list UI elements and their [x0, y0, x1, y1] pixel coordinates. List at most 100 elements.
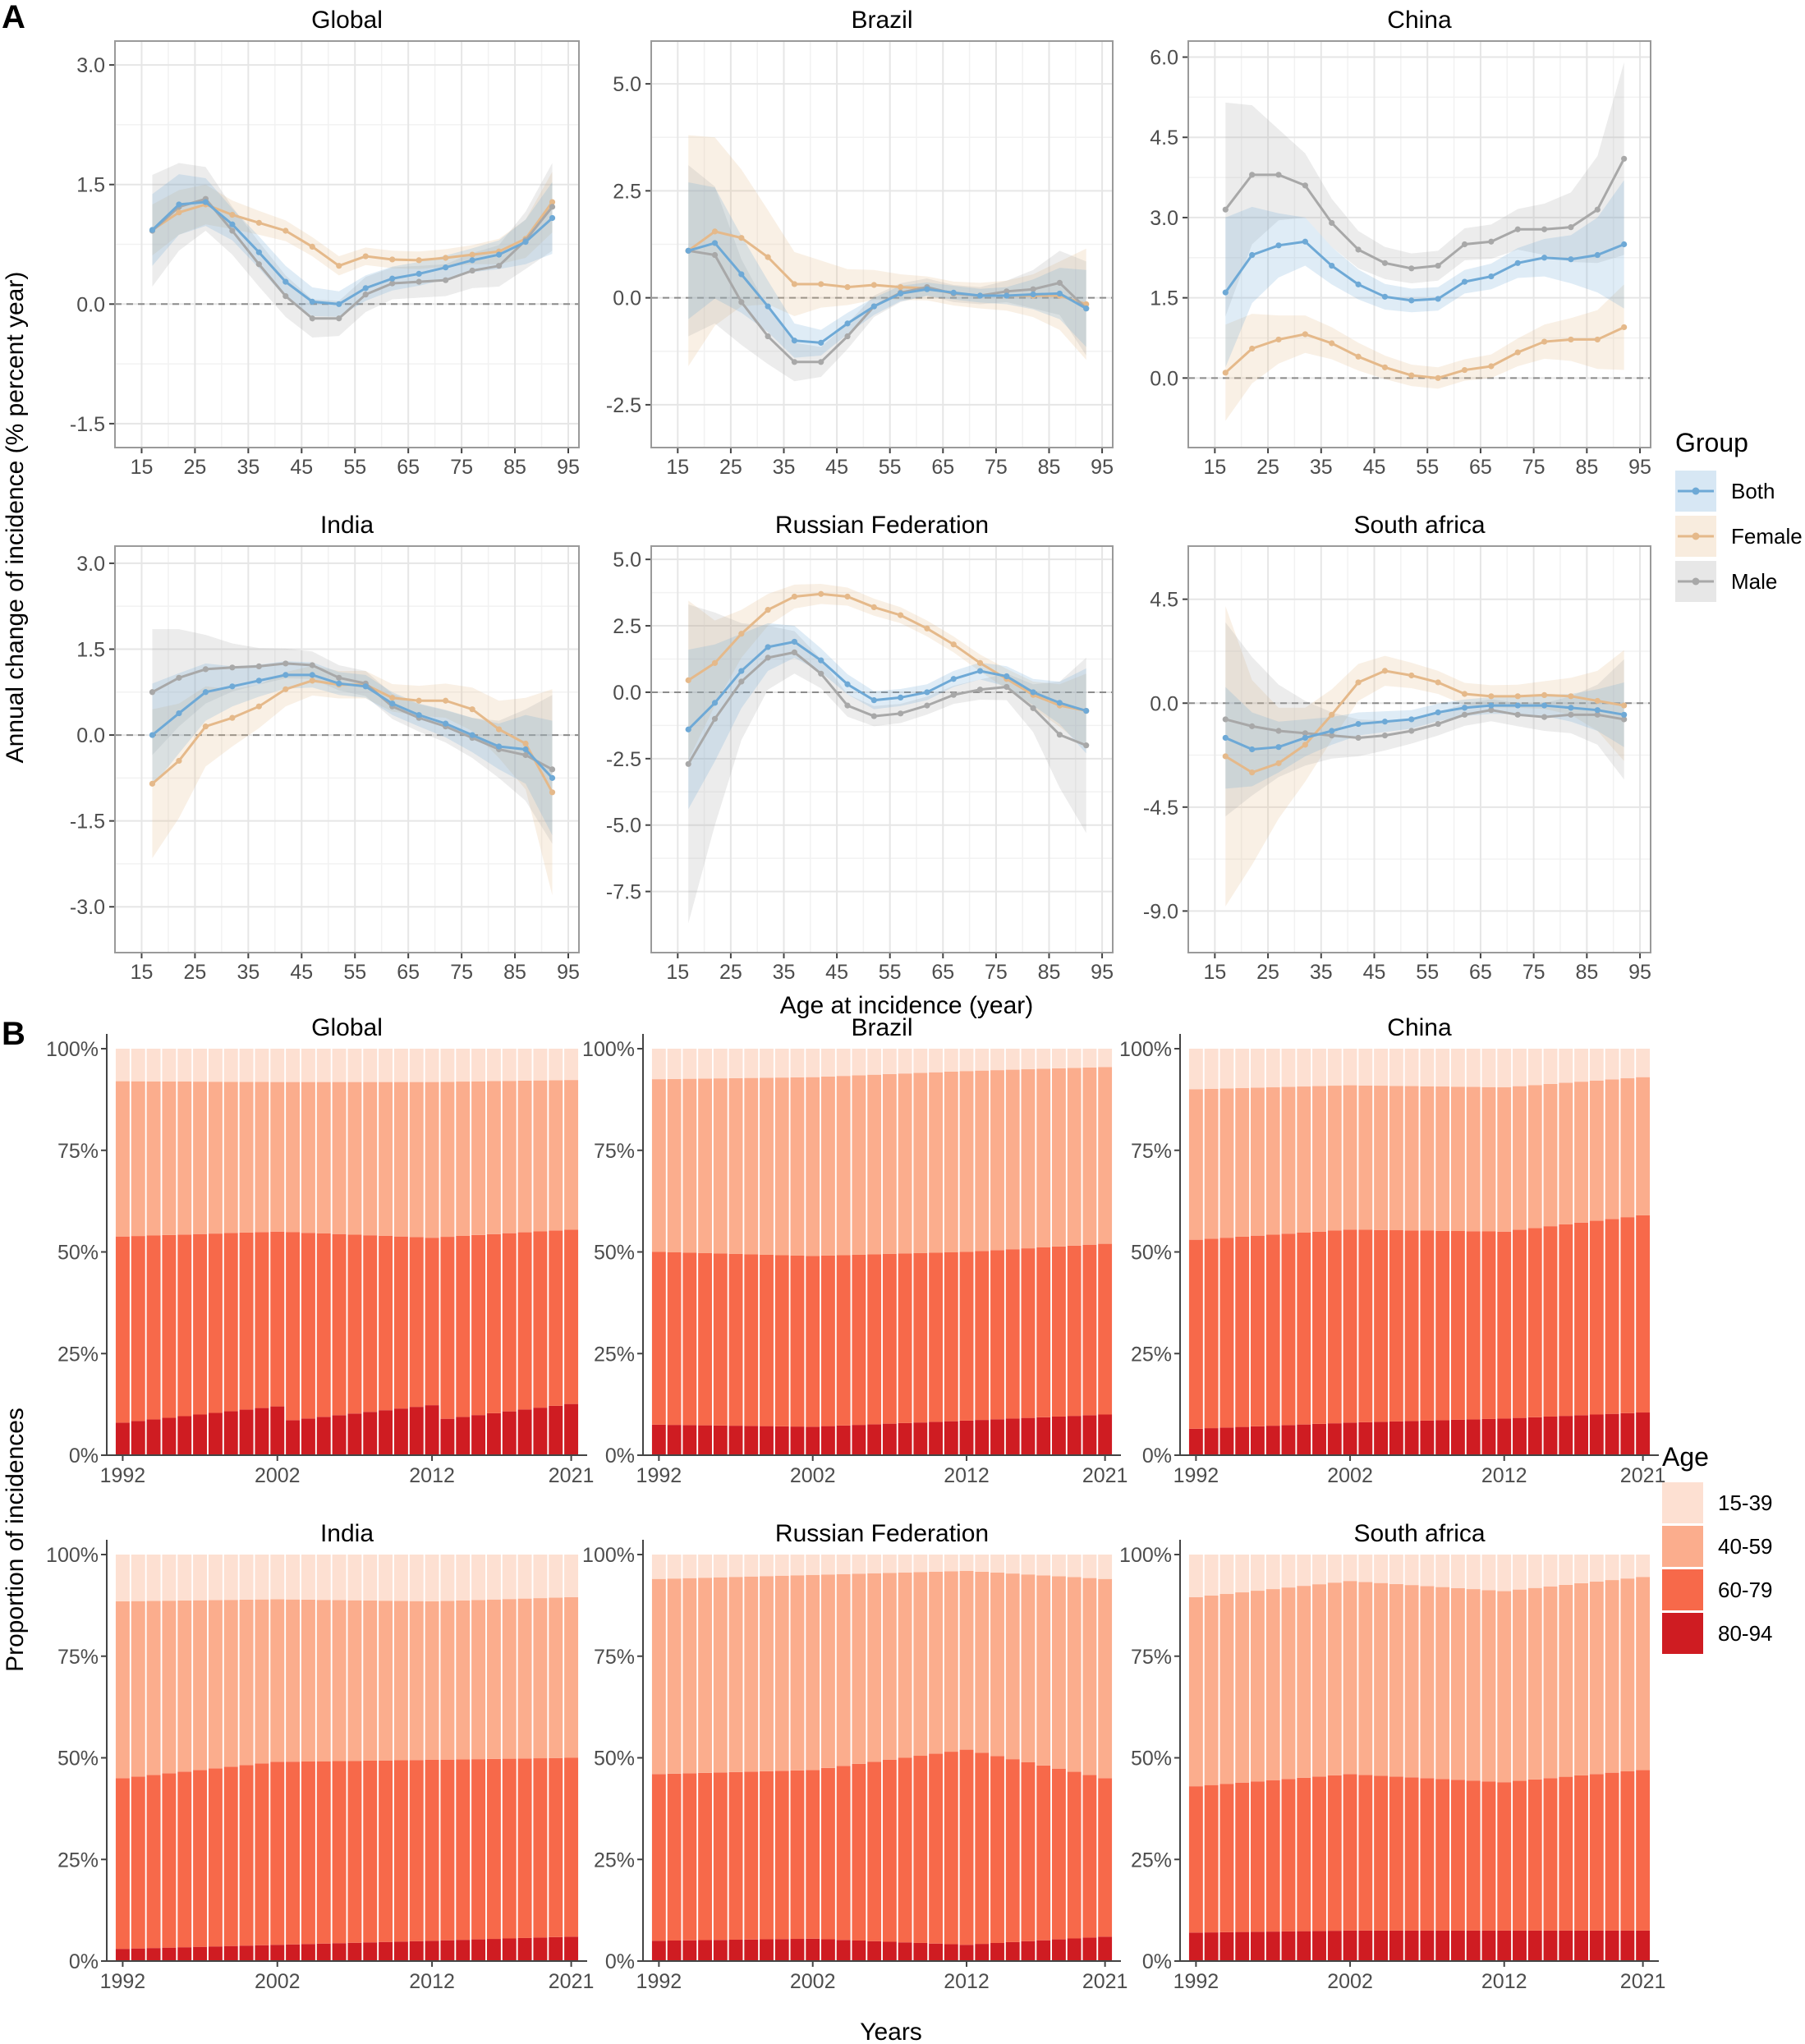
data-point-female [1488, 363, 1495, 370]
data-point-male [1381, 260, 1389, 266]
bar-segment-40-59-2013 [975, 1571, 990, 1753]
y-tick-label: 75% [1131, 1140, 1172, 1163]
bar-segment-15-39-2012 [1497, 1049, 1512, 1088]
bar-segment-80-94-1997 [1265, 1426, 1280, 1455]
series-line-both [151, 200, 553, 305]
data-point-female [976, 659, 984, 666]
bar-segment-40-59-2011 [1481, 1086, 1496, 1232]
bar-segment-80-94-2010 [929, 1422, 943, 1455]
bar-segment-15-39-2006 [867, 1555, 882, 1573]
x-tick-label: 1992 [1173, 1464, 1219, 1487]
data-point-both [255, 678, 262, 684]
data-point-both [818, 339, 824, 346]
data-point-female [336, 263, 342, 269]
data-point-both [1249, 746, 1256, 753]
data-point-both [1302, 238, 1308, 245]
bar-segment-80-94-2007 [882, 1941, 897, 1961]
bar-segment-40-59-1992 [115, 1601, 130, 1779]
bar-segment-15-39-1998 [1281, 1555, 1296, 1588]
bar-segment-80-94-1997 [193, 1946, 208, 1961]
bar-segment-80-94-2001 [790, 1426, 805, 1455]
bar-segment-15-39-1998 [208, 1049, 223, 1082]
bar-segment-15-39-1999 [223, 1049, 238, 1082]
bar-segment-80-94-1997 [728, 1940, 743, 1961]
bar-segment-60-79-2010 [393, 1760, 408, 1942]
bar-segment-15-39-2003 [821, 1555, 835, 1575]
bar-segment-15-39-1994 [1219, 1555, 1234, 1595]
bar-segment-40-59-1996 [177, 1081, 192, 1235]
legend-key-swatch [1662, 1613, 1703, 1654]
bar-segment-80-94-1997 [1265, 1931, 1280, 1961]
data-point-both [549, 214, 556, 222]
bar-segment-40-59-2020 [1620, 1578, 1635, 1771]
bar-segment-40-59-2001 [255, 1599, 269, 1764]
x-tick-label: 2021 [549, 1464, 595, 1487]
bar-segment-15-39-2000 [1312, 1555, 1326, 1585]
bar-segment-80-94-2016 [1559, 1930, 1573, 1961]
data-point-male [202, 666, 209, 673]
y-tick-label: 100% [582, 1038, 635, 1061]
x-tick-label: 55 [879, 961, 902, 984]
bar-segment-60-79-2002 [1343, 1229, 1357, 1423]
bar-segment-15-39-2004 [836, 1555, 851, 1574]
data-point-male [1355, 734, 1362, 742]
data-point-female [1514, 349, 1521, 356]
bar-segment-60-79-2020 [1620, 1771, 1635, 1931]
data-point-both [443, 720, 449, 727]
bar-segment-15-39-2008 [898, 1555, 912, 1573]
y-tick-label: 0% [69, 1445, 99, 1468]
bar-segment-80-94-1993 [1204, 1428, 1219, 1455]
bar-segment-15-39-2021 [1636, 1555, 1651, 1578]
bar-segment-80-94-1999 [223, 1945, 238, 1961]
bar-segment-15-39-1992 [651, 1555, 666, 1579]
bar-segment-15-39-2019 [533, 1049, 548, 1081]
bar-segment-80-94-2014 [990, 1943, 1004, 1961]
x-tick-label: 85 [1575, 456, 1598, 479]
bar-segment-80-94-2000 [1312, 1423, 1326, 1455]
bar-segment-40-59-1999 [223, 1082, 238, 1233]
bar-segment-40-59-2009 [1450, 1587, 1465, 1780]
group-legend-title: Group [1675, 428, 1748, 457]
bar-segment-40-59-1994 [682, 1578, 697, 1774]
bar-segment-60-79-2020 [1082, 1775, 1097, 1938]
confidence-band-both [688, 181, 1086, 358]
bar-segment-60-79-1995 [698, 1772, 712, 1941]
data-point-both [1435, 296, 1441, 302]
bar-segment-60-79-2012 [425, 1759, 439, 1941]
bar-segment-15-39-2011 [409, 1555, 424, 1601]
bar-segment-60-79-2018 [1589, 1774, 1604, 1931]
bar-segment-60-79-1992 [115, 1236, 130, 1423]
data-point-male [844, 702, 851, 709]
bar-segment-80-94-2021 [1636, 1412, 1651, 1455]
bar-segment-60-79-1995 [1235, 1782, 1250, 1932]
bar-segment-40-59-2009 [913, 1073, 928, 1253]
series-line-male [1224, 158, 1625, 270]
bar-segment-40-59-2000 [239, 1599, 254, 1766]
bar-segment-80-94-2011 [409, 1407, 424, 1455]
bar-segment-40-59-1997 [728, 1077, 743, 1254]
confidence-band-male [1225, 62, 1624, 317]
bar-segment-40-59-2011 [409, 1082, 424, 1238]
y-tick-label: -1.5 [70, 413, 105, 436]
bar-segment-40-59-1996 [177, 1600, 192, 1772]
bar-segment-60-79-2020 [1082, 1244, 1097, 1416]
bar-segment-60-79-2011 [1481, 1231, 1496, 1419]
bar-segment-60-79-2019 [1605, 1219, 1619, 1414]
data-point-female [711, 659, 719, 666]
data-point-both [309, 672, 315, 678]
y-tick-label: 1.5 [76, 174, 105, 197]
chart-a-china: China 15 25 35 45 55 65 75 85 95 0.0 1.5 3.0 4.5 6.0 [1150, 7, 1651, 479]
y-tick-label: 50% [1131, 1242, 1172, 1265]
bar-segment-80-94-1994 [682, 1940, 697, 1961]
bar-segment-40-59-2003 [821, 1076, 835, 1256]
bar-segment-40-59-2015 [1543, 1586, 1558, 1779]
bar-segment-60-79-2019 [533, 1231, 548, 1408]
data-point-male [1541, 226, 1548, 232]
bar-segment-60-79-2013 [1513, 1780, 1527, 1931]
bar-segment-40-59-2001 [255, 1082, 269, 1233]
x-tick-label: 85 [503, 961, 526, 984]
bar-segment-15-39-2007 [882, 1555, 897, 1573]
data-point-both [898, 694, 904, 701]
bar-segment-15-39-1992 [1188, 1555, 1203, 1597]
bar-segment-40-59-1995 [698, 1078, 712, 1253]
